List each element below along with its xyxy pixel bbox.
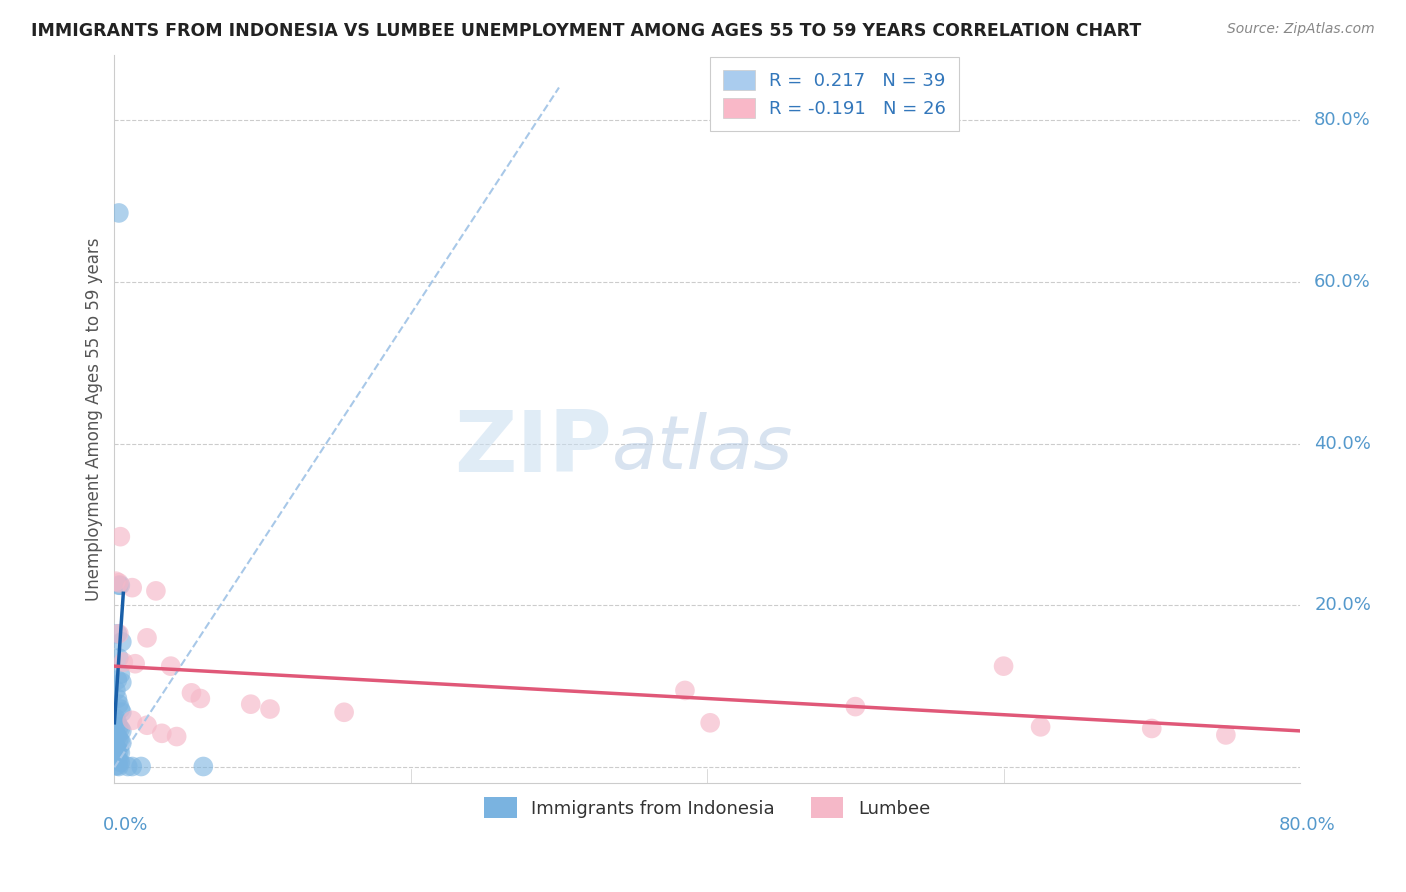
Point bbox=[104, 683, 127, 698]
Point bbox=[111, 736, 134, 750]
Point bbox=[108, 206, 131, 220]
Point bbox=[108, 744, 131, 758]
Point bbox=[104, 740, 127, 755]
Point bbox=[699, 715, 721, 730]
Point bbox=[110, 530, 132, 544]
Point bbox=[110, 578, 132, 592]
Point bbox=[112, 655, 135, 669]
Text: 80.0%: 80.0% bbox=[1315, 111, 1371, 128]
Point bbox=[844, 699, 866, 714]
Point bbox=[1215, 728, 1237, 742]
Point bbox=[110, 702, 132, 716]
Text: ZIP: ZIP bbox=[454, 407, 613, 490]
Text: 20.0%: 20.0% bbox=[1315, 597, 1371, 615]
Point bbox=[108, 731, 131, 746]
Point bbox=[110, 667, 132, 681]
Point bbox=[105, 752, 128, 766]
Point bbox=[110, 756, 132, 770]
Point bbox=[673, 683, 696, 698]
Point bbox=[104, 574, 127, 589]
Point bbox=[121, 581, 143, 595]
Point bbox=[108, 651, 131, 665]
Text: atlas: atlas bbox=[613, 412, 794, 484]
Point bbox=[259, 702, 281, 716]
Point bbox=[105, 673, 128, 687]
Point bbox=[121, 714, 143, 728]
Text: Source: ZipAtlas.com: Source: ZipAtlas.com bbox=[1227, 22, 1375, 37]
Point bbox=[108, 720, 131, 734]
Point bbox=[108, 578, 131, 592]
Text: 40.0%: 40.0% bbox=[1315, 434, 1371, 452]
Point bbox=[108, 627, 131, 641]
Point bbox=[111, 675, 134, 690]
Point bbox=[166, 730, 188, 744]
Point bbox=[1029, 720, 1052, 734]
Point bbox=[104, 750, 127, 764]
Point bbox=[1140, 722, 1163, 736]
Point bbox=[111, 706, 134, 720]
Point bbox=[105, 758, 128, 772]
Point bbox=[104, 728, 127, 742]
Point bbox=[150, 726, 173, 740]
Point bbox=[110, 734, 132, 748]
Point bbox=[136, 631, 159, 645]
Point bbox=[108, 759, 131, 773]
Point bbox=[108, 754, 131, 768]
Point bbox=[121, 759, 143, 773]
Point bbox=[108, 575, 131, 590]
Point bbox=[333, 706, 356, 720]
Point bbox=[159, 659, 181, 673]
Text: IMMIGRANTS FROM INDONESIA VS LUMBEE UNEMPLOYMENT AMONG AGES 55 TO 59 YEARS CORRE: IMMIGRANTS FROM INDONESIA VS LUMBEE UNEM… bbox=[31, 22, 1142, 40]
Point bbox=[180, 686, 202, 700]
Point bbox=[110, 722, 132, 736]
Point bbox=[193, 759, 215, 773]
Point bbox=[105, 691, 128, 706]
Text: 80.0%: 80.0% bbox=[1279, 816, 1336, 834]
Text: 60.0%: 60.0% bbox=[1315, 273, 1371, 291]
Legend: Immigrants from Indonesia, Lumbee: Immigrants from Indonesia, Lumbee bbox=[477, 790, 938, 825]
Point bbox=[239, 697, 262, 711]
Point bbox=[190, 691, 212, 706]
Point bbox=[105, 715, 128, 730]
Point bbox=[111, 723, 134, 738]
Point bbox=[145, 583, 167, 598]
Point bbox=[136, 718, 159, 732]
Point bbox=[110, 746, 132, 760]
Point bbox=[105, 730, 128, 744]
Point bbox=[993, 659, 1015, 673]
Y-axis label: Unemployment Among Ages 55 to 59 years: Unemployment Among Ages 55 to 59 years bbox=[86, 237, 103, 601]
Point bbox=[104, 758, 127, 772]
Point bbox=[104, 712, 127, 726]
Text: 0.0%: 0.0% bbox=[103, 816, 148, 834]
Point bbox=[105, 627, 128, 641]
Point bbox=[129, 759, 152, 773]
Point bbox=[124, 657, 146, 671]
Point bbox=[108, 697, 131, 711]
Point bbox=[105, 742, 128, 756]
Point bbox=[111, 635, 134, 649]
Point bbox=[117, 759, 139, 773]
